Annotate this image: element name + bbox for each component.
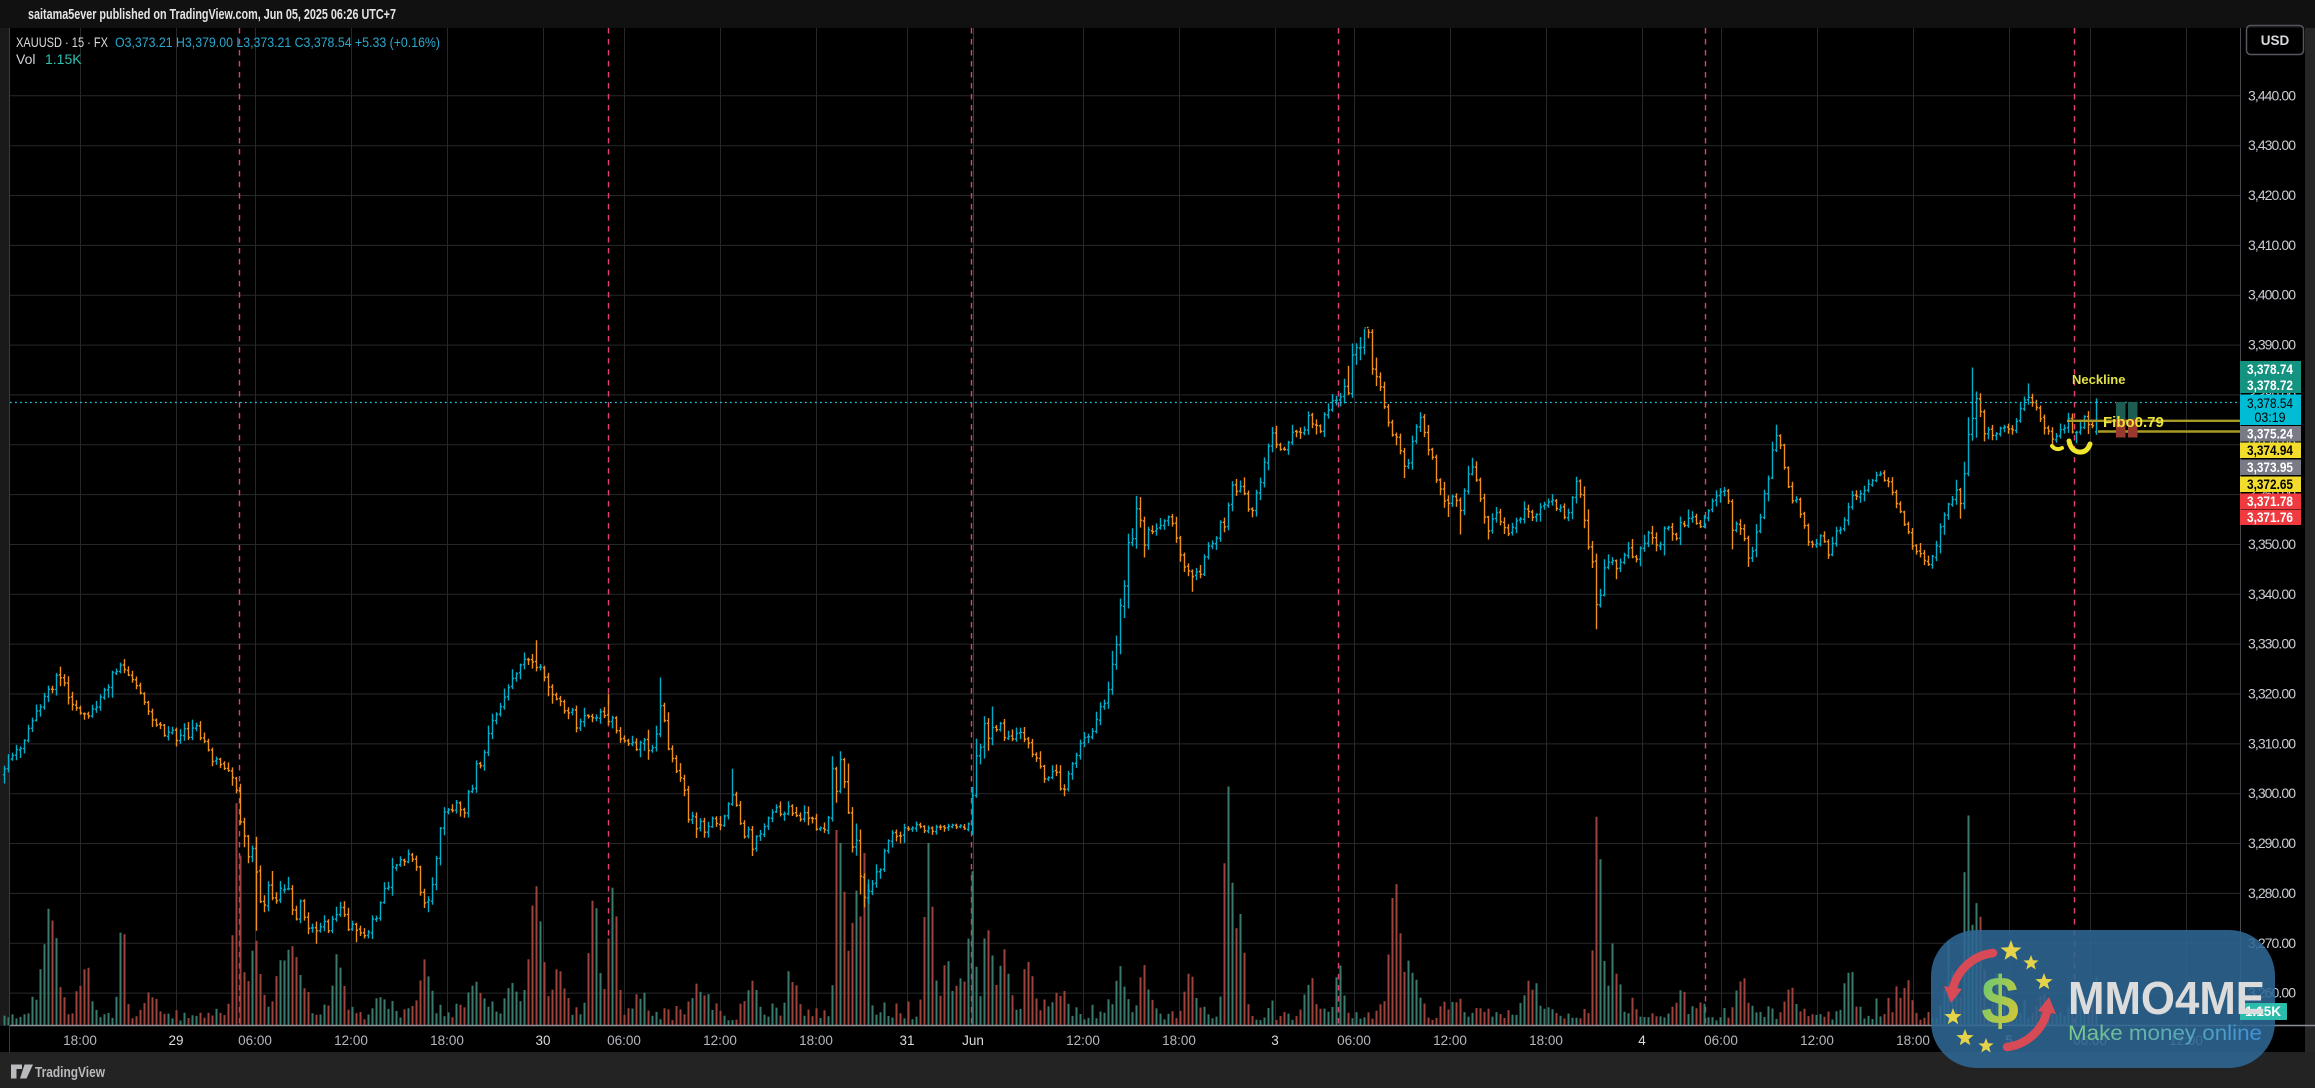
- svg-text:Make money online: Make money online: [2068, 1022, 2262, 1045]
- svg-text:12:00: 12:00: [1066, 1033, 1100, 1048]
- svg-text:3,400.00: 3,400.00: [2248, 287, 2296, 303]
- svg-text:3,373.95: 3,373.95: [2247, 460, 2293, 475]
- svg-text:18:00: 18:00: [63, 1033, 97, 1048]
- svg-text:3,350.00: 3,350.00: [2248, 536, 2296, 552]
- svg-text:XAUUSD · 15 · FX: XAUUSD · 15 · FX: [16, 34, 109, 50]
- svg-text:1.15K: 1.15K: [45, 51, 82, 67]
- svg-text:3,280.00: 3,280.00: [2248, 885, 2296, 901]
- svg-text:$: $: [1981, 963, 2019, 1039]
- svg-text:3,300.00: 3,300.00: [2248, 785, 2296, 801]
- svg-text:3,310.00: 3,310.00: [2248, 735, 2296, 751]
- svg-text:saitama5ever published on Trad: saitama5ever published on TradingView.co…: [28, 6, 396, 23]
- svg-text:3,375.24: 3,375.24: [2247, 427, 2293, 442]
- svg-text:12:00: 12:00: [1433, 1033, 1467, 1048]
- svg-text:06:00: 06:00: [1704, 1033, 1738, 1048]
- svg-text:06:00: 06:00: [1337, 1033, 1371, 1048]
- svg-text:3,378.74: 3,378.74: [2247, 362, 2293, 377]
- svg-text:3,440.00: 3,440.00: [2248, 87, 2296, 103]
- svg-text:06:00: 06:00: [607, 1033, 641, 1048]
- svg-text:12:00: 12:00: [334, 1033, 368, 1048]
- svg-text:3,390.00: 3,390.00: [2248, 337, 2296, 353]
- svg-text:29: 29: [168, 1033, 183, 1048]
- svg-text:3,378.72: 3,378.72: [2247, 378, 2293, 393]
- svg-text:18:00: 18:00: [1529, 1033, 1563, 1048]
- svg-text:18:00: 18:00: [799, 1033, 833, 1048]
- svg-text:Vol: Vol: [16, 51, 35, 67]
- svg-text:MMO4ME: MMO4ME: [2068, 972, 2265, 1024]
- svg-text:06:00: 06:00: [238, 1033, 272, 1048]
- svg-text:Neckline: Neckline: [2072, 372, 2125, 387]
- svg-text:3,320.00: 3,320.00: [2248, 686, 2296, 702]
- svg-text:3,378.54: 3,378.54: [2247, 396, 2293, 411]
- svg-text:12:00: 12:00: [703, 1033, 737, 1048]
- svg-text:3,340.00: 3,340.00: [2248, 586, 2296, 602]
- svg-text:3,371.76: 3,371.76: [2247, 510, 2293, 525]
- svg-text:18:00: 18:00: [430, 1033, 464, 1048]
- svg-text:30: 30: [535, 1033, 550, 1048]
- svg-text:3,420.00: 3,420.00: [2248, 187, 2296, 203]
- svg-text:Fibo0.79: Fibo0.79: [2103, 414, 2164, 431]
- svg-text:O3,373.21 H3,379.00 L3,373.2: O3,373.21 H3,379.00 L3,373.21 C3,378.54 …: [115, 34, 440, 50]
- svg-text:3,330.00: 3,330.00: [2248, 636, 2296, 652]
- svg-text:3,430.00: 3,430.00: [2248, 137, 2296, 153]
- svg-text:3,374.94: 3,374.94: [2247, 443, 2293, 458]
- svg-text:03:19: 03:19: [2255, 410, 2286, 425]
- svg-text:3,372.65: 3,372.65: [2247, 477, 2293, 492]
- svg-text:18:00: 18:00: [1162, 1033, 1196, 1048]
- svg-text:3,290.00: 3,290.00: [2248, 835, 2296, 851]
- svg-text:Jun: Jun: [962, 1033, 984, 1048]
- svg-text:4: 4: [1638, 1033, 1646, 1048]
- svg-text:18:00: 18:00: [1896, 1033, 1930, 1048]
- svg-text:USD: USD: [2261, 33, 2290, 48]
- svg-text:3: 3: [1271, 1033, 1279, 1048]
- svg-text:31: 31: [899, 1033, 914, 1048]
- svg-text:1.15K: 1.15K: [2245, 1004, 2281, 1019]
- svg-text:12:00: 12:00: [1800, 1033, 1834, 1048]
- svg-text:3,371.78: 3,371.78: [2247, 494, 2293, 509]
- svg-text:3,410.00: 3,410.00: [2248, 237, 2296, 253]
- svg-text:TradingView: TradingView: [35, 1065, 106, 1081]
